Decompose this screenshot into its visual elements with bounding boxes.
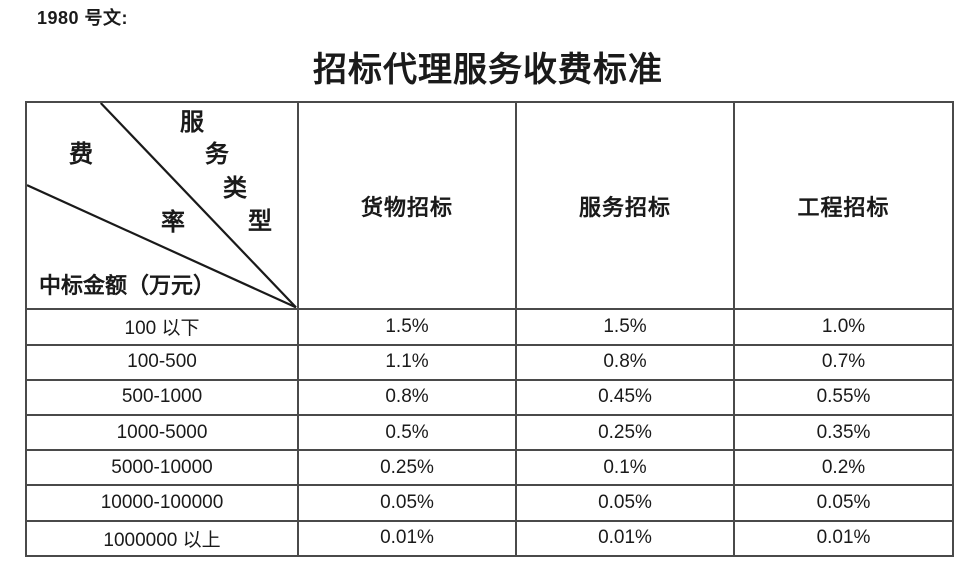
rate-cell: 0.45%	[515, 378, 735, 417]
table-row: 10000-100000 0.05% 0.05% 0.05%	[25, 484, 954, 522]
row-range-label: 100 以下	[25, 308, 299, 346]
corner-fee-char-1: 费	[69, 142, 93, 168]
corner-svc-char-2: 务	[205, 142, 229, 168]
rate-cell: 0.25%	[515, 414, 735, 452]
rate-cell: 0.2%	[733, 449, 954, 487]
row-range-label: 500-1000	[25, 378, 299, 417]
header-row: 费 率 服 务 类 型 中标金额（万元） 货物招标 服务招标 工程招标	[25, 100, 954, 311]
rate-cell: 1.5%	[297, 308, 517, 346]
rate-cell: 0.8%	[297, 378, 517, 417]
diagonal-corner-cell: 费 率 服 务 类 型 中标金额（万元）	[25, 100, 299, 311]
row-range-label: 100-500	[25, 343, 299, 381]
rate-cell: 0.05%	[733, 484, 954, 522]
amount-axis-label: 中标金额（万元）	[39, 273, 216, 299]
column-header-goods: 货物招标	[297, 100, 517, 311]
row-range-label: 5000-10000	[25, 449, 299, 487]
rate-cell: 0.35%	[733, 414, 954, 452]
corner-svc-char-4: 型	[248, 209, 272, 235]
table-row: 5000-10000 0.25% 0.1% 0.2%	[25, 449, 954, 487]
rate-cell: 1.1%	[297, 343, 517, 381]
table-row: 500-1000 0.8% 0.45% 0.55%	[25, 378, 954, 417]
rate-cell: 0.25%	[297, 449, 517, 487]
page-title: 招标代理服务收费标准	[313, 52, 663, 89]
rate-cell: 0.01%	[733, 519, 954, 558]
rate-cell: 0.5%	[297, 414, 517, 452]
row-range-label: 10000-100000	[25, 484, 299, 522]
table-row: 1000-5000 0.5% 0.25% 0.35%	[25, 414, 954, 452]
row-range-label: 1000000 以上	[25, 519, 299, 558]
rate-cell: 0.1%	[515, 449, 735, 487]
corner-svc-char-1: 服	[180, 110, 204, 136]
column-header-services: 服务招标	[515, 100, 735, 311]
table-row: 100 以下 1.5% 1.5% 1.0%	[25, 308, 954, 346]
rate-cell: 1.0%	[733, 308, 954, 346]
doc-number: 1980 号文:	[37, 8, 129, 28]
rate-cell: 0.7%	[733, 343, 954, 381]
table-row: 100-500 1.1% 0.8% 0.7%	[25, 343, 954, 381]
rate-cell: 0.55%	[733, 378, 954, 417]
rate-cell: 0.8%	[515, 343, 735, 381]
rate-cell: 0.05%	[297, 484, 517, 522]
row-range-label: 1000-5000	[25, 414, 299, 452]
rate-cell: 0.01%	[515, 519, 735, 558]
table-row: 1000000 以上 0.01% 0.01% 0.01%	[25, 519, 954, 558]
fee-standard-table: 费 率 服 务 类 型 中标金额（万元） 货物招标 服务招标 工程招标 100 …	[25, 100, 954, 558]
corner-svc-char-3: 类	[223, 176, 247, 202]
column-header-engineering: 工程招标	[733, 100, 954, 311]
corner-fee-char-2: 率	[161, 210, 185, 236]
diagonal-lines	[27, 103, 297, 309]
rate-cell: 0.01%	[297, 519, 517, 558]
rate-cell: 0.05%	[515, 484, 735, 522]
rate-cell: 1.5%	[515, 308, 735, 346]
